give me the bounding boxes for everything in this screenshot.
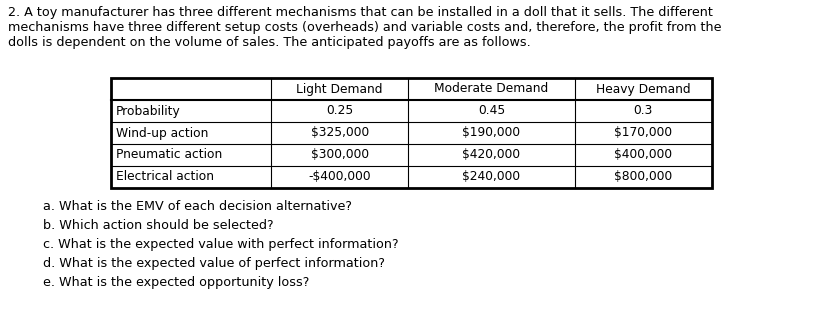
Text: Light Demand: Light Demand — [296, 83, 383, 95]
Text: b. Which action should be selected?: b. Which action should be selected? — [43, 219, 273, 232]
Text: $170,000: $170,000 — [614, 127, 672, 140]
Text: 0.25: 0.25 — [326, 105, 353, 117]
Text: Moderate Demand: Moderate Demand — [435, 83, 549, 95]
Text: $420,000: $420,000 — [463, 148, 521, 162]
Text: -$400,000: -$400,000 — [309, 170, 371, 184]
Text: $325,000: $325,000 — [310, 127, 369, 140]
Bar — [111, 78, 712, 188]
Text: 0.3: 0.3 — [634, 105, 653, 117]
Text: d. What is the expected value of perfect information?: d. What is the expected value of perfect… — [43, 257, 385, 270]
Text: Heavy Demand: Heavy Demand — [596, 83, 690, 95]
Text: e. What is the expected opportunity loss?: e. What is the expected opportunity loss… — [43, 276, 309, 289]
Text: Pneumatic action: Pneumatic action — [116, 148, 222, 162]
Text: $240,000: $240,000 — [463, 170, 521, 184]
Text: a. What is the EMV of each decision alternative?: a. What is the EMV of each decision alte… — [43, 200, 352, 213]
Text: 2. A toy manufacturer has three different mechanisms that can be installed in a : 2. A toy manufacturer has three differen… — [8, 6, 713, 19]
Text: $300,000: $300,000 — [310, 148, 369, 162]
Text: mechanisms have three different setup costs (overheads) and variable costs and, : mechanisms have three different setup co… — [8, 21, 722, 34]
Text: c. What is the expected value with perfect information?: c. What is the expected value with perfe… — [43, 238, 398, 251]
Text: $190,000: $190,000 — [463, 127, 521, 140]
Text: Wind-up action: Wind-up action — [116, 127, 208, 140]
Text: 0.45: 0.45 — [478, 105, 505, 117]
Text: dolls is dependent on the volume of sales. The anticipated payoffs are as follow: dolls is dependent on the volume of sale… — [8, 36, 531, 49]
Text: Probability: Probability — [116, 105, 181, 117]
Text: $400,000: $400,000 — [614, 148, 672, 162]
Text: Electrical action: Electrical action — [116, 170, 214, 184]
Text: $800,000: $800,000 — [614, 170, 672, 184]
